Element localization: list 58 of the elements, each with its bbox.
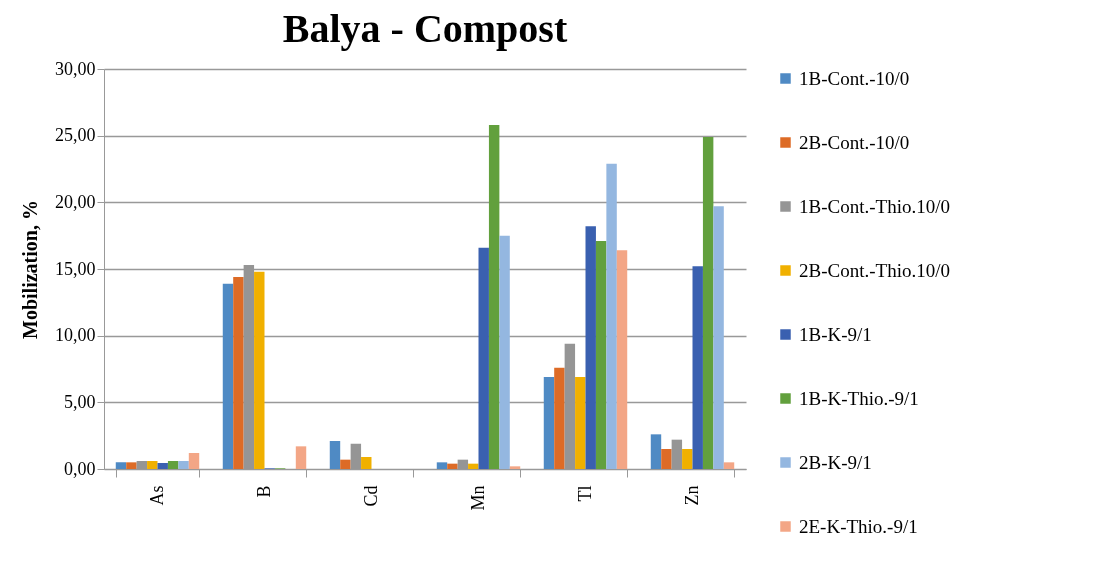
legend-label: 2B-Cont.-10/0 [799, 131, 910, 153]
bar [126, 462, 137, 469]
x-tick-label: Cd [361, 485, 381, 507]
x-tick-label: Mn [468, 485, 488, 511]
bar [616, 250, 628, 469]
bar [115, 462, 127, 469]
y-axis-title: Mobilization, % [19, 200, 41, 339]
bar [702, 137, 714, 469]
bar [254, 271, 265, 469]
bar [554, 367, 565, 469]
bar [585, 226, 596, 469]
bar [488, 125, 500, 469]
bar [188, 453, 200, 469]
legend-label: 2B-Cont.-Thio.10/0 [799, 259, 950, 281]
x-tick-label: Zn [682, 485, 702, 506]
bar [178, 461, 189, 469]
y-tick-label: 5,00 [64, 391, 96, 412]
bar [595, 241, 607, 469]
bar [543, 377, 555, 469]
bar [468, 463, 479, 469]
bar [295, 446, 307, 469]
bar [682, 449, 693, 469]
bar [478, 247, 489, 469]
x-tick-label: Tl [575, 485, 595, 502]
bar [509, 466, 521, 469]
bar [340, 459, 351, 469]
bar [723, 462, 735, 469]
bar [661, 449, 672, 469]
y-tick-label: 30,00 [55, 58, 96, 79]
bar [436, 462, 448, 469]
bar [575, 377, 586, 469]
legend-label: 2E-K-Thio.-9/1 [799, 515, 918, 537]
bar [692, 266, 703, 469]
y-tick-label: 25,00 [55, 125, 96, 146]
legend-label: 1B-Cont.-Thio.10/0 [799, 195, 950, 217]
bar [361, 457, 372, 469]
bar [713, 206, 724, 469]
bar [167, 461, 179, 469]
y-tick-label: 20,00 [55, 191, 96, 212]
legend-label: 1B-K-9/1 [799, 323, 872, 345]
legend-label: 1B-K-Thio.-9/1 [799, 387, 919, 409]
bar [606, 163, 617, 469]
bar [329, 441, 341, 469]
y-tick-label: 0,00 [64, 458, 96, 479]
x-tick-label: As [147, 485, 167, 506]
legend-label: 1B-Cont.-10/0 [799, 67, 910, 89]
x-tick-label: B [254, 485, 274, 498]
bar [447, 463, 458, 469]
y-tick-label: 10,00 [55, 325, 96, 346]
legend-label: 2B-K-9/1 [799, 451, 872, 473]
bar [499, 235, 510, 469]
y-tick-label: 15,00 [55, 258, 96, 279]
bar [650, 434, 662, 469]
bar [233, 277, 244, 469]
bar [222, 283, 234, 469]
bar [147, 461, 158, 469]
bar [157, 463, 168, 469]
chart-title: Balya - Compost [282, 6, 568, 51]
